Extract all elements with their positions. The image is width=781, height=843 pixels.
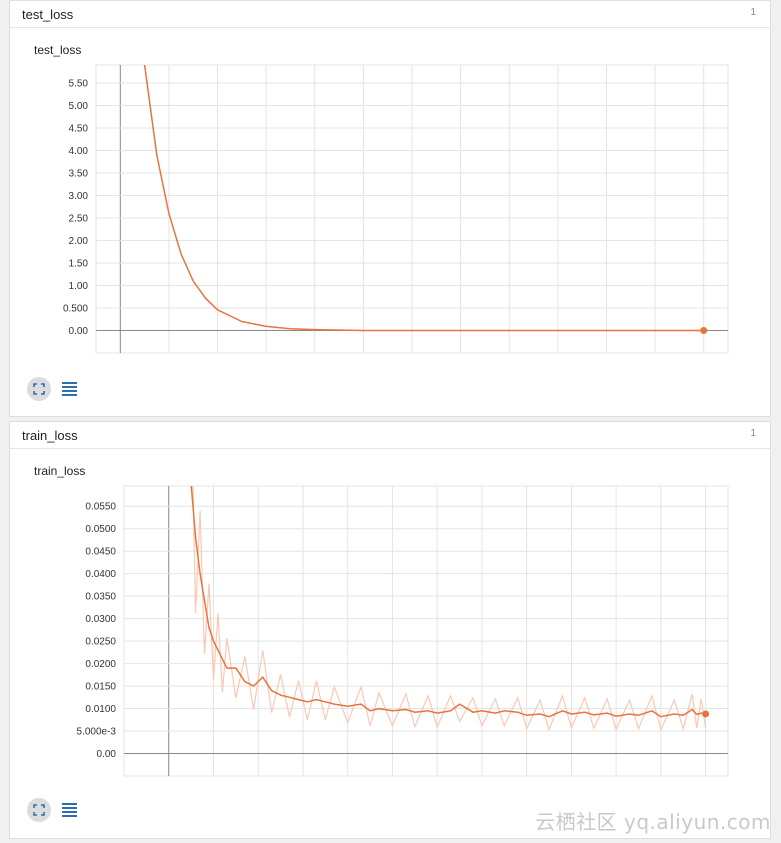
y-tick-label: 1.50 (69, 259, 89, 270)
card-count: 1 (750, 7, 756, 18)
y-tick-label: 0.0150 (85, 682, 116, 693)
watermark: 云栖社区 yq.aliyun.com (535, 810, 771, 834)
y-tick-label: 1.00 (69, 281, 89, 292)
y-tick-label: 5.50 (69, 79, 89, 90)
fullscreen-icon (33, 804, 45, 816)
y-tick-label: 0.0100 (85, 704, 116, 715)
fullscreen-button[interactable] (27, 377, 51, 401)
y-tick-label: 0.0300 (85, 614, 116, 625)
plot-area (123, 485, 729, 777)
test-loss-card-header[interactable]: test_loss 1 (10, 1, 770, 28)
y-tick-label: 2.50 (69, 214, 89, 225)
card-header-title: train_loss (22, 428, 78, 443)
fullscreen-icon (33, 383, 45, 395)
chart-title: train_loss (34, 464, 86, 478)
test-loss-chart[interactable]: 0.0002.000k4.000k6.000k8.000k10.00k12.00… (10, 59, 770, 359)
card-header-title: test_loss (22, 7, 74, 22)
y-tick-label: 0.00 (69, 326, 89, 337)
y-tick-label: 0.0200 (85, 659, 116, 670)
y-tick-label: 0.0250 (85, 637, 116, 648)
y-tick-label: 4.00 (69, 146, 89, 157)
fullscreen-button[interactable] (27, 798, 51, 822)
list-icon (62, 382, 77, 396)
y-tick-label: 0.0500 (85, 524, 116, 535)
y-tick-label: 3.50 (69, 169, 89, 180)
y-tick-label: 0.0450 (85, 547, 116, 558)
test-loss-card: test_loss 1 test_loss 0.0002.000k4.000k6… (9, 0, 771, 417)
y-tick-label: 3.00 (69, 191, 89, 202)
list-icon (62, 803, 77, 817)
y-tick-label: 0.00 (97, 749, 117, 760)
y-tick-label: 2.00 (69, 236, 89, 247)
series-line (190, 486, 706, 718)
y-tick-label: 5.000e-3 (77, 727, 117, 738)
series-line (143, 65, 704, 332)
data-list-button[interactable] (58, 377, 82, 401)
train-loss-chart[interactable]: 0.0002.000k4.000k6.000k8.000k10.00k12.00… (10, 480, 770, 782)
y-tick-label: 4.50 (69, 124, 89, 135)
last-point-marker (702, 710, 710, 718)
y-tick-label: 0.0400 (85, 569, 116, 580)
data-list-button[interactable] (58, 798, 82, 822)
train-loss-card: train_loss 1 train_loss 0.0002.000k4.000… (9, 421, 771, 839)
train-loss-card-header[interactable]: train_loss 1 (10, 422, 770, 449)
last-point-marker (700, 327, 708, 334)
card-count: 1 (750, 428, 756, 439)
chart-title: test_loss (34, 43, 82, 57)
y-tick-label: 0.0550 (85, 502, 116, 513)
y-tick-label: 0.0350 (85, 592, 116, 603)
y-tick-label: 0.500 (63, 304, 88, 315)
y-tick-label: 5.00 (69, 101, 89, 112)
